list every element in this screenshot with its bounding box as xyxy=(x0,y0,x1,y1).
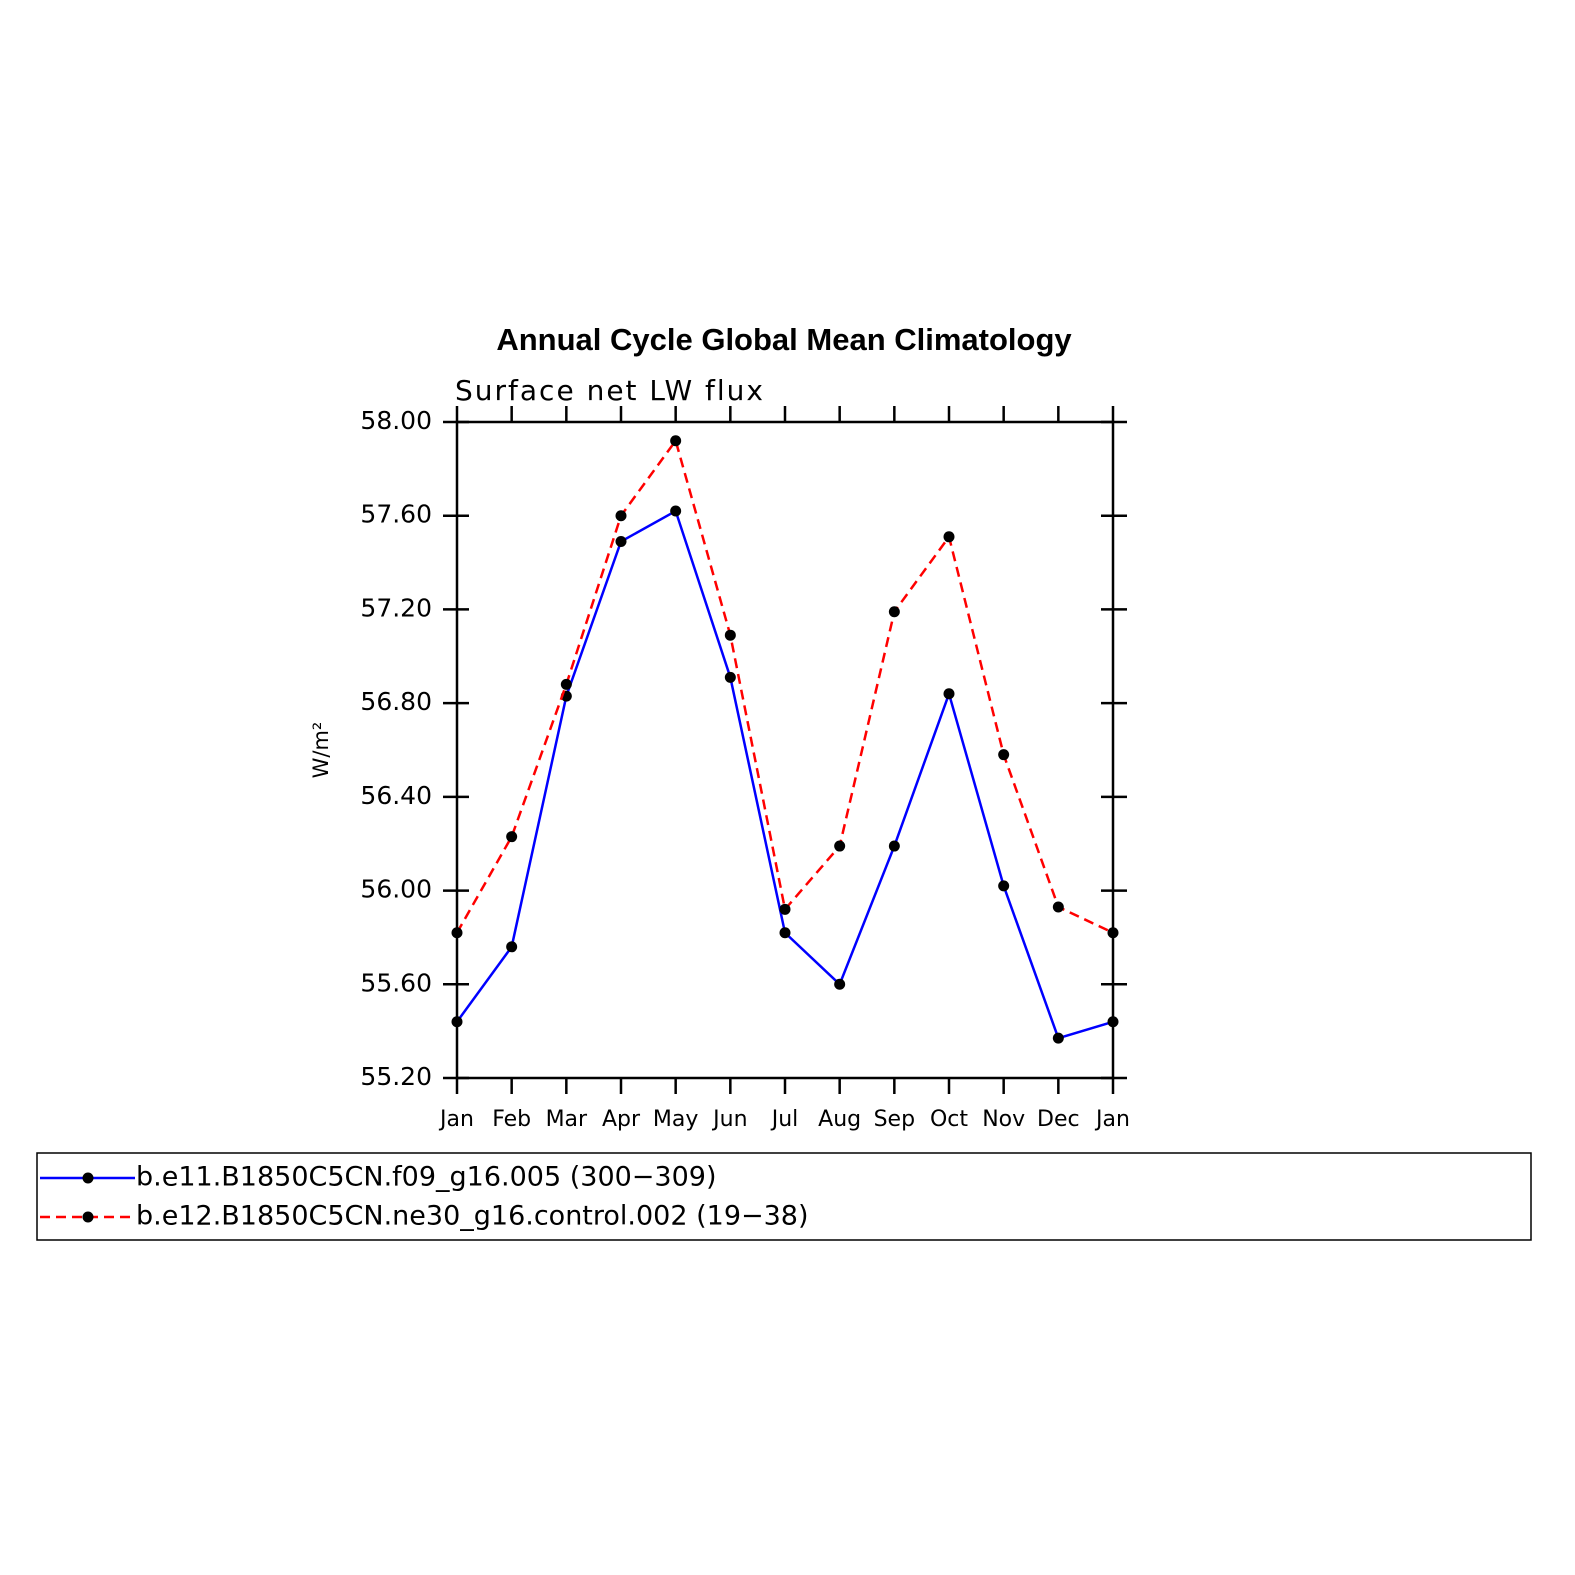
data-point xyxy=(834,840,846,852)
data-point xyxy=(670,505,682,517)
x-tick-label: Dec xyxy=(1037,1107,1080,1132)
x-tick-label: Jan xyxy=(1094,1107,1130,1132)
data-point xyxy=(1052,1032,1064,1044)
legend-marker xyxy=(82,1172,94,1184)
chart-title: Annual Cycle Global Mean Climatology xyxy=(496,322,1072,357)
x-tick-label: Mar xyxy=(546,1107,588,1132)
data-point xyxy=(888,606,900,618)
data-point xyxy=(451,927,463,939)
legend-marker xyxy=(82,1211,94,1223)
y-tick-label: 56.40 xyxy=(360,781,432,810)
data-point xyxy=(888,840,900,852)
data-point xyxy=(779,927,791,939)
x-tick-label: Jan xyxy=(438,1107,474,1132)
data-point xyxy=(615,535,627,547)
data-point xyxy=(1052,901,1064,913)
y-tick-label: 55.60 xyxy=(360,968,432,997)
x-tick-label: Apr xyxy=(602,1107,641,1132)
data-point xyxy=(506,941,518,953)
x-tick-label: May xyxy=(653,1107,698,1132)
legend-label: b.e12.B1850C5CN.ne30_g16.control.002 (19… xyxy=(136,1201,809,1232)
legend-box xyxy=(36,1152,1532,1241)
data-point xyxy=(998,749,1010,761)
data-point xyxy=(451,1016,463,1028)
x-tick-label: Feb xyxy=(492,1107,531,1132)
y-tick-label: 55.20 xyxy=(360,1062,432,1091)
series-line xyxy=(455,437,1114,934)
y-tick-label: 58.00 xyxy=(360,406,432,435)
series-line xyxy=(455,509,1114,1040)
data-point xyxy=(834,978,846,990)
x-tick-label: Oct xyxy=(930,1107,968,1132)
legend-label: b.e11.B1850C5CN.f09_g16.005 (300−309) xyxy=(136,1162,717,1193)
y-tick-label: 57.60 xyxy=(360,500,432,529)
x-tick-label: Sep xyxy=(874,1107,915,1132)
x-tick-label: Nov xyxy=(982,1107,1025,1132)
data-point xyxy=(1107,927,1119,939)
chart-subtitle: Surface net LW flux xyxy=(455,374,765,407)
data-point xyxy=(670,435,682,447)
data-point xyxy=(506,831,518,843)
data-point xyxy=(943,531,955,543)
y-tick-label: 57.20 xyxy=(360,593,432,622)
data-point xyxy=(1107,1016,1119,1028)
data-point xyxy=(724,629,736,641)
data-point xyxy=(560,678,572,690)
x-tick-label: Jul xyxy=(770,1107,799,1132)
x-tick-label: Aug xyxy=(818,1107,861,1132)
data-point xyxy=(943,688,955,700)
data-point xyxy=(779,903,791,915)
data-point xyxy=(998,880,1010,892)
data-point xyxy=(615,510,627,522)
y-tick-label: 56.00 xyxy=(360,875,432,904)
data-point xyxy=(724,671,736,683)
y-tick-label: 56.80 xyxy=(360,687,432,716)
x-tick-label: Jun xyxy=(711,1107,747,1132)
y-axis-label: W/m² xyxy=(309,722,333,779)
